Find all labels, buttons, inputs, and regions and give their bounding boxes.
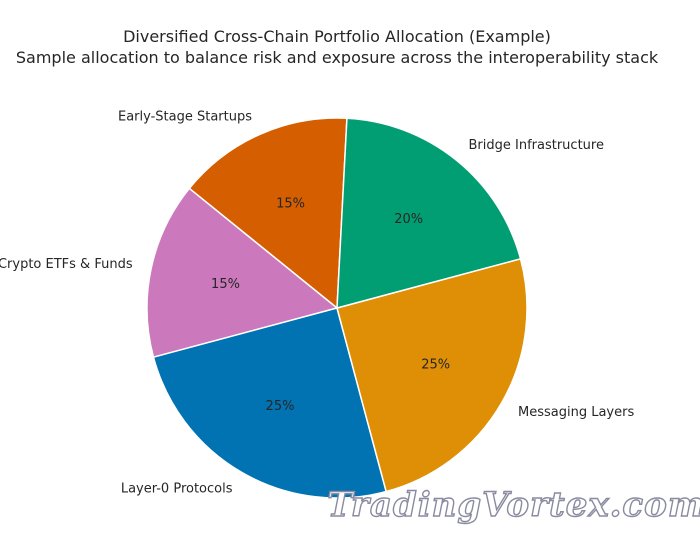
chart-subtitle: Sample allocation to balance risk and ex… — [16, 48, 659, 67]
slice-percent-crypto-etfs-funds: 15% — [211, 277, 240, 292]
pie-slices — [146, 117, 528, 499]
slice-label-layer-0-protocols: Layer-0 Protocols — [121, 482, 233, 497]
slice-label-early-stage-startups: Early-Stage Startups — [118, 110, 252, 125]
slice-percent-layer-0-protocols: 25% — [266, 399, 295, 414]
pie-slice-bridge-infrastructure — [336, 117, 522, 309]
pie-slice-early-stage-startups — [188, 117, 348, 309]
pie-labels: Early-Stage Startups 15% Crypto ETFs & Fun… — [0, 110, 634, 497]
pie-slice-crypto-etfs-funds — [146, 187, 338, 358]
slice-percent-early-stage-startups: 15% — [276, 196, 305, 211]
pie-slice-layer-0-protocols — [152, 307, 387, 499]
slice-percent-bridge-infrastructure: 20% — [394, 212, 423, 227]
slice-label-crypto-etfs-funds: Crypto ETFs & Funds — [0, 257, 133, 272]
slice-label-messaging-layers: Messaging Layers — [518, 405, 634, 420]
chart-title: Diversified Cross-Chain Portfolio Alloca… — [123, 27, 551, 46]
pie-slice-messaging-layers — [336, 258, 528, 493]
slice-label-bridge-infrastructure: Bridge Infrastructure — [469, 138, 604, 153]
watermark-logo: TradingVortex.com — [327, 485, 700, 525]
slice-percent-messaging-layers: 25% — [421, 358, 450, 373]
